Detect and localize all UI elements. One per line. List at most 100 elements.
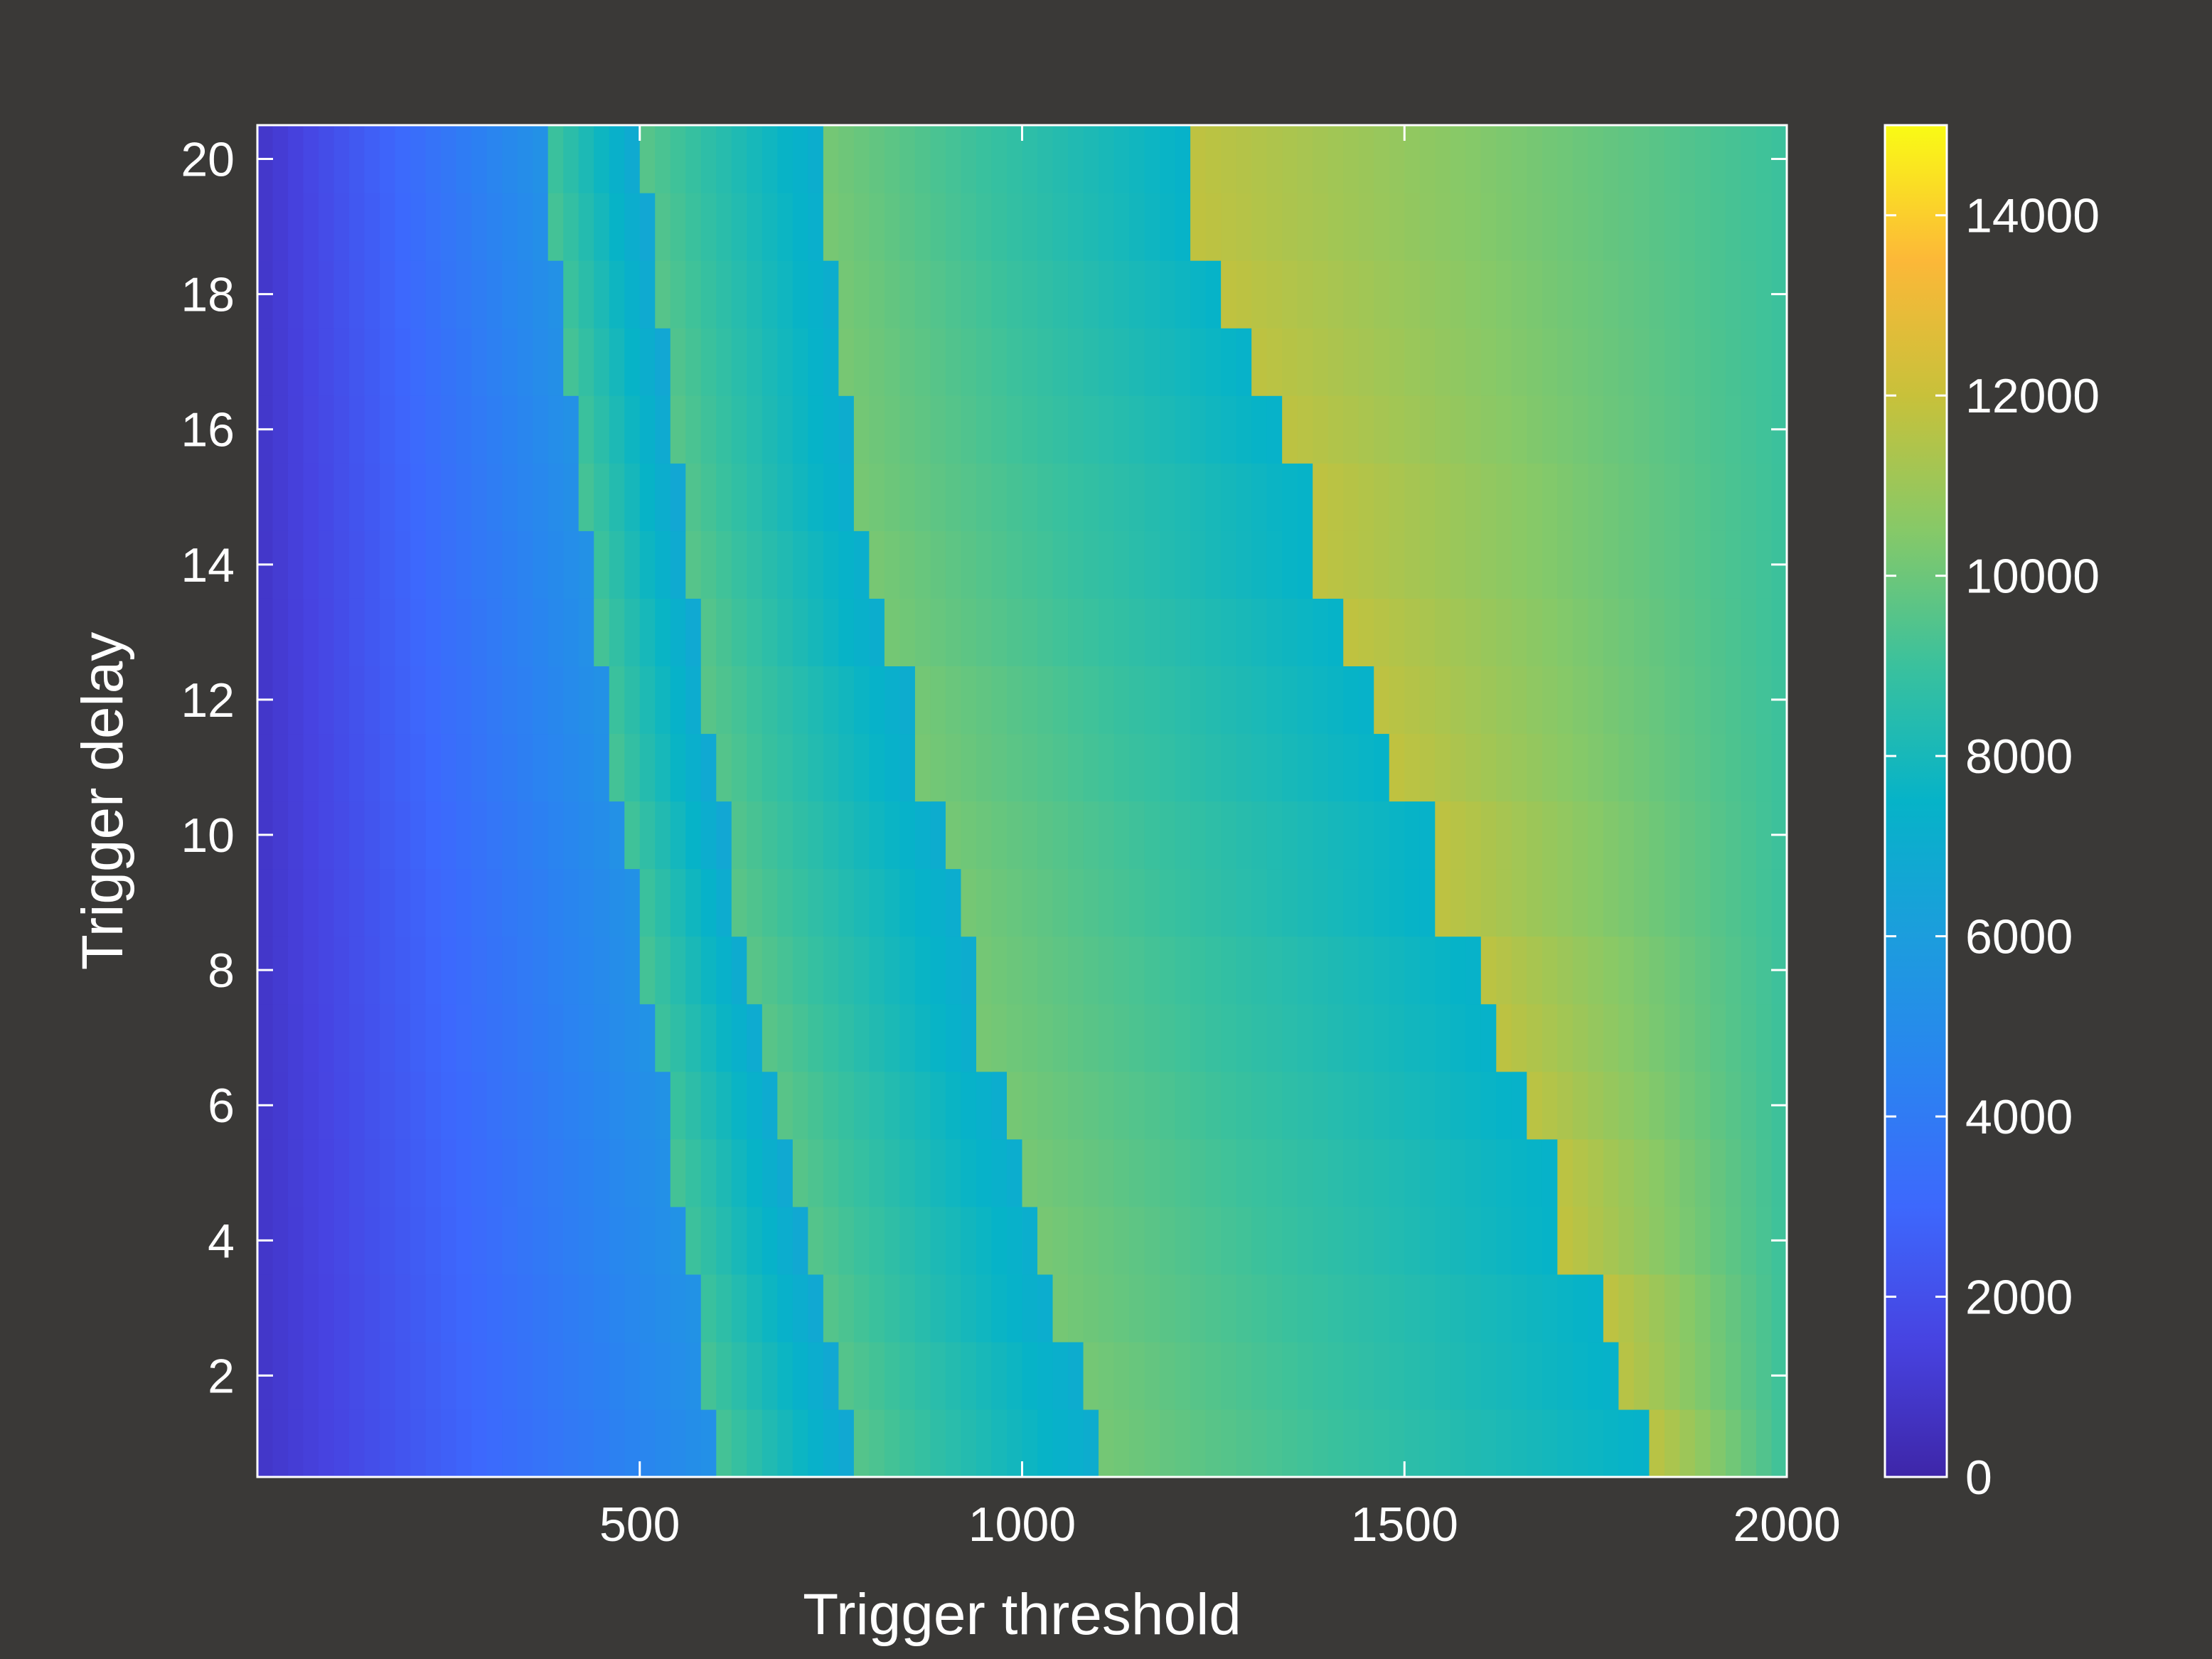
heatmap-cell (976, 328, 993, 396)
heatmap-cell (777, 1071, 794, 1140)
heatmap-cell (823, 463, 839, 531)
heatmap-cell (1741, 328, 1757, 396)
heatmap-cell (395, 395, 411, 464)
heatmap-cell (1313, 1206, 1329, 1275)
heatmap-cell (670, 1003, 686, 1072)
heatmap-cell (425, 1274, 442, 1343)
heatmap-cell (670, 598, 686, 666)
heatmap-cell (303, 260, 319, 329)
heatmap-cell (1756, 260, 1773, 329)
heatmap-cell (441, 1003, 457, 1072)
heatmap-cell (1527, 530, 1543, 599)
heatmap-cell (395, 733, 411, 802)
heatmap-cell (808, 936, 824, 1005)
heatmap-cell (1374, 328, 1390, 396)
heatmap-cell (563, 530, 579, 599)
heatmap-cell (1603, 1138, 1619, 1207)
heatmap-cell (1068, 868, 1084, 937)
heatmap-cell (1542, 260, 1558, 329)
heatmap-cell (1006, 1274, 1023, 1343)
heatmap-cell (823, 936, 839, 1005)
heatmap-cell (1282, 463, 1298, 531)
heatmap-cell (945, 1071, 962, 1140)
heatmap-cell (288, 1003, 304, 1072)
heatmap-cell (1083, 530, 1099, 599)
heatmap-cell (976, 1071, 993, 1140)
heatmap-cell (1694, 395, 1711, 464)
heatmap-cell (1450, 260, 1466, 329)
heatmap-cell (303, 868, 319, 937)
heatmap-cell (1725, 463, 1742, 531)
heatmap-cell (1404, 1409, 1421, 1478)
heatmap-cell (272, 1341, 289, 1410)
heatmap-cell (899, 936, 916, 1005)
heatmap-cell (1266, 530, 1283, 599)
heatmap-cell (670, 801, 686, 870)
heatmap-cell (1282, 193, 1298, 261)
heatmap-cell (502, 801, 518, 870)
heatmap-cell (1725, 125, 1742, 193)
heatmap-cell (930, 936, 946, 1005)
heatmap-cell (1557, 125, 1573, 193)
heatmap-cell (1480, 1274, 1497, 1343)
heatmap-cell (1251, 868, 1268, 937)
heatmap-cell (1694, 666, 1711, 735)
heatmap-cell (425, 1003, 442, 1072)
heatmap-cell (1175, 125, 1191, 193)
heatmap-cell (395, 193, 411, 261)
heatmap-cell (486, 530, 503, 599)
heatmap-cell (1710, 733, 1726, 802)
heatmap-cell (961, 1341, 977, 1410)
heatmap-cell (1190, 463, 1207, 531)
heatmap-cell (700, 328, 717, 396)
heatmap-cell (762, 1003, 778, 1072)
heatmap-cell (380, 733, 396, 802)
heatmap-cell (1465, 1409, 1482, 1478)
heatmap-cell (1313, 260, 1329, 329)
heatmap-cell (1221, 193, 1237, 261)
heatmap-cell (1068, 463, 1084, 531)
heatmap-cell (1465, 598, 1482, 666)
heatmap-cell (288, 598, 304, 666)
heatmap-cell (380, 1409, 396, 1478)
heatmap-cell (1313, 868, 1329, 937)
heatmap-cell (1450, 1138, 1466, 1207)
heatmap-cell (792, 1274, 808, 1343)
heatmap-cell (533, 260, 549, 329)
heatmap-cell (869, 463, 885, 531)
heatmap-cell (624, 463, 641, 531)
heatmap-cell (257, 463, 274, 531)
heatmap-cell (1083, 733, 1099, 802)
heatmap-cell (624, 801, 641, 870)
heatmap-cell (1557, 936, 1573, 1005)
heatmap-cell (1022, 666, 1038, 735)
heatmap-cell (976, 193, 993, 261)
heatmap-cell (303, 666, 319, 735)
heatmap-cell (1771, 868, 1788, 937)
heatmap-cell (1282, 125, 1298, 193)
heatmap-cell (1756, 1071, 1773, 1140)
heatmap-cell (364, 193, 380, 261)
heatmap-cell (1389, 801, 1405, 870)
heatmap-cell (1282, 1003, 1298, 1072)
heatmap-cell (1435, 1138, 1451, 1207)
heatmap-cell (899, 733, 916, 802)
heatmap-cell (670, 1138, 686, 1207)
x-tick-label: 1000 (968, 1498, 1076, 1552)
y-tick-label: 2 (208, 1349, 235, 1403)
heatmap-cell (976, 1341, 993, 1410)
heatmap-cell (1144, 1138, 1160, 1207)
heatmap-cell (533, 598, 549, 666)
heatmap-cell (1618, 463, 1635, 531)
heatmap-cell (1113, 530, 1130, 599)
heatmap-cell (930, 666, 946, 735)
heatmap-cell (1710, 1206, 1726, 1275)
heatmap-cell (853, 733, 870, 802)
heatmap-cell (349, 193, 365, 261)
heatmap-cell (991, 1274, 1008, 1343)
heatmap-cell (1450, 801, 1466, 870)
heatmap-cell (578, 193, 594, 261)
heatmap-cell (1710, 1138, 1726, 1207)
heatmap-cell (1664, 1003, 1681, 1072)
heatmap-cell (1756, 1274, 1773, 1343)
